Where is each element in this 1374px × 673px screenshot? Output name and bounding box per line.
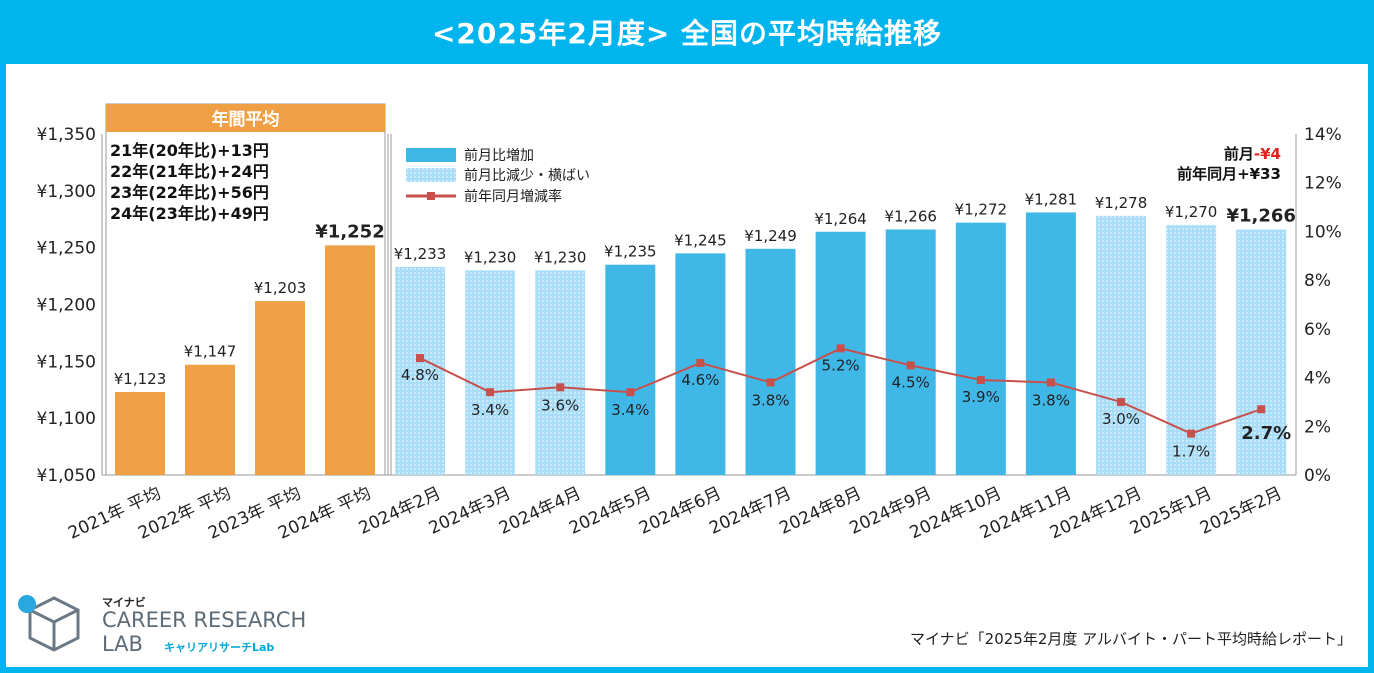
annual-header-bg [106, 104, 385, 132]
y-left-tick-label: ¥1,300 [37, 182, 96, 202]
bar-4 [325, 245, 375, 475]
prev-month-diff: -¥4 [1254, 145, 1281, 163]
y-right-tick-label: 4% [1304, 369, 1331, 389]
rate-marker [1187, 429, 1196, 438]
rate-marker [1257, 405, 1266, 414]
bar-12 [885, 229, 936, 475]
rate-value-label: 3.4% [471, 401, 509, 419]
bar-value-label: ¥1,230 [534, 248, 587, 266]
y-right-tick-label: 6% [1304, 320, 1331, 340]
rate-marker [556, 383, 565, 392]
bar-value-label: ¥1,281 [1025, 190, 1078, 208]
source-note: マイナビ「2025年2月度 アルバイト・パート平均時給レポート」 [909, 630, 1352, 648]
y-right-tick-label: 0% [1304, 466, 1331, 486]
legend-increase-label: 前月比増加 [464, 147, 534, 164]
y-right-tick-label: 14% [1304, 125, 1342, 145]
bar-17 [1236, 229, 1287, 475]
bar-8 [605, 264, 656, 475]
brand-lab: LAB [102, 632, 143, 656]
prev-year-note: 前年同月+¥33 [1177, 165, 1281, 183]
bar-1 [115, 392, 165, 475]
career-research-lab-logo: マイナビ CAREER RESEARCH LAB キャリアリサーチLab [14, 590, 314, 660]
rate-marker [416, 354, 424, 363]
chart-panel: ¥1,050 ¥1,100 ¥1,150 ¥1,200 ¥1,250 ¥1,300 ¥1,3… [6, 64, 1368, 667]
brand-small: マイナビ [102, 596, 146, 609]
bar-5 [395, 266, 445, 475]
bar-value-label: ¥1,203 [254, 279, 307, 297]
bar-value-label: ¥1,123 [114, 370, 167, 388]
rate-value-label: 3.4% [611, 401, 649, 419]
y-right-tick-label: 10% [1304, 222, 1342, 242]
page-title: <2025年2月度> 全国の平均時給推移 [431, 17, 943, 50]
prev-month-note: 前月-¥4 [1224, 145, 1281, 163]
bar-13 [955, 222, 1006, 475]
prev-month-label: 前月 [1224, 145, 1254, 163]
y-right-tick-label: 8% [1304, 271, 1331, 291]
cube-logo-icon [18, 595, 80, 652]
bar-value-label: ¥1,272 [955, 201, 1008, 219]
y-left-tick-label: ¥1,100 [37, 409, 96, 429]
bar-15 [1096, 215, 1146, 475]
rate-marker [696, 358, 705, 367]
y-right-tick-label: 2% [1304, 417, 1331, 437]
rate-marker [836, 344, 845, 353]
bar-7 [535, 270, 586, 475]
y-left-tick-label: ¥1,050 [37, 466, 96, 486]
rate-value-label: 4.8% [401, 366, 439, 384]
rate-value-label: 5.2% [822, 356, 860, 374]
rate-value-label: 2.7% [1241, 423, 1291, 444]
bar-value-label: ¥1,266 [884, 207, 937, 225]
legend-increase-swatch [406, 148, 456, 162]
bar-3 [255, 301, 305, 475]
rate-marker [906, 361, 915, 370]
rate-marker [1046, 378, 1055, 387]
y-left-tick-label: ¥1,350 [37, 125, 96, 145]
rate-value-label: 3.8% [751, 391, 789, 409]
bar-value-label: ¥1,252 [315, 221, 384, 242]
rate-marker [766, 378, 775, 387]
rate-value-label: 4.6% [681, 371, 719, 389]
rate-value-label: 3.9% [962, 388, 1000, 406]
y-left-tick-label: ¥1,250 [37, 239, 96, 259]
rate-marker [626, 388, 635, 397]
brand-main: CAREER RESEARCH [102, 608, 307, 632]
y-left-tick-label: ¥1,200 [37, 296, 96, 316]
bar-value-label: ¥1,249 [744, 227, 797, 245]
bar-value-label: ¥1,230 [464, 248, 517, 266]
annual-diff-line: 23年(22年比)+56円 [110, 183, 269, 202]
annual-header: 年間平均 [212, 109, 280, 130]
chart: ¥1,050 ¥1,100 ¥1,150 ¥1,200 ¥1,250 ¥1,300 ¥1,3… [37, 103, 1342, 544]
rate-value-label: 1.7% [1172, 443, 1210, 461]
bar-value-label: ¥1,245 [674, 231, 727, 249]
rate-marker [486, 388, 495, 397]
rate-value-label: 3.6% [541, 396, 579, 414]
legend-decrease-swatch [406, 168, 456, 182]
bar-value-label: ¥1,235 [604, 243, 657, 261]
bar-14 [1025, 212, 1076, 475]
bar-10 [745, 248, 796, 475]
bar-2 [185, 364, 235, 475]
bar-value-label: ¥1,147 [184, 343, 237, 361]
legend-rate-marker [427, 192, 435, 200]
legend-decrease-label: 前月比減少・横ばい [464, 167, 590, 184]
y-right-tick-label: 12% [1304, 174, 1342, 194]
bar-value-label: ¥1,270 [1165, 203, 1218, 221]
rate-value-label: 3.0% [1102, 410, 1140, 428]
bar-value-label: ¥1,233 [394, 245, 447, 263]
rate-value-label: 4.5% [892, 373, 930, 391]
bar-value-label: ¥1,264 [814, 210, 867, 228]
y-left-tick-label: ¥1,150 [37, 352, 96, 372]
rate-marker [1117, 397, 1125, 406]
legend-rate-label: 前年同月増減率 [464, 188, 562, 205]
annual-diff-line: 21年(20年比)+13円 [110, 141, 269, 160]
bar-value-label: ¥1,278 [1095, 194, 1148, 212]
bar-value-label: ¥1,266 [1226, 205, 1295, 226]
bar-6 [465, 270, 516, 475]
rate-marker [976, 376, 985, 385]
rate-value-label: 3.8% [1032, 391, 1070, 409]
annual-diff-line: 24年(23年比)+49円 [110, 204, 269, 223]
annual-diff-line: 22年(21年比)+24円 [110, 162, 269, 181]
brand-jp: キャリアリサーチLab [164, 641, 275, 654]
